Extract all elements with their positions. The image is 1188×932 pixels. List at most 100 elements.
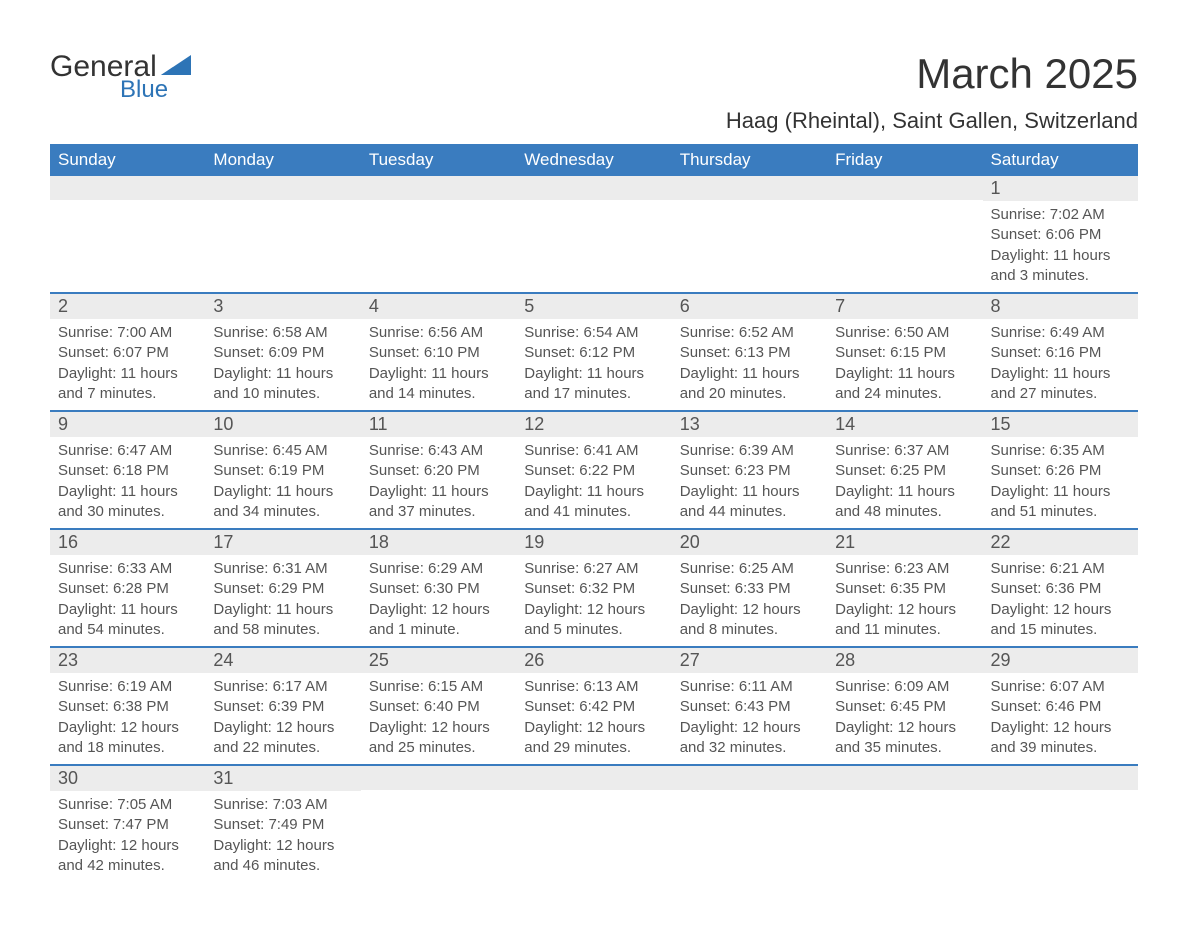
day-cell-top — [516, 765, 671, 882]
weekday-header-row: SundayMondayTuesdayWednesdayThursdayFrid… — [50, 144, 1138, 176]
day-cell-top: 26Sunrise: 6:13 AMSunset: 6:42 PMDayligh… — [516, 647, 671, 765]
weekday-header: Saturday — [983, 144, 1138, 176]
day-number: 13 — [672, 412, 827, 437]
day-data: Sunrise: 6:07 AMSunset: 6:46 PMDaylight:… — [983, 673, 1138, 764]
day-data — [361, 790, 516, 800]
day-cell-top: 4Sunrise: 6:56 AMSunset: 6:10 PMDaylight… — [361, 293, 516, 411]
day-cell-top: 5Sunrise: 6:54 AMSunset: 6:12 PMDaylight… — [516, 293, 671, 411]
day-data — [827, 790, 982, 800]
day-data: Sunrise: 6:49 AMSunset: 6:16 PMDaylight:… — [983, 319, 1138, 410]
day-cell-top — [50, 176, 205, 293]
daynum-row: 16Sunrise: 6:33 AMSunset: 6:28 PMDayligh… — [50, 529, 1138, 647]
day-number: 17 — [205, 530, 360, 555]
empty-day — [672, 766, 827, 790]
day-data: Sunrise: 6:19 AMSunset: 6:38 PMDaylight:… — [50, 673, 205, 764]
page-header: General Blue March 2025 Haag (Rheintal),… — [50, 50, 1138, 134]
day-number: 16 — [50, 530, 205, 555]
day-data: Sunrise: 6:43 AMSunset: 6:20 PMDaylight:… — [361, 437, 516, 528]
day-number: 12 — [516, 412, 671, 437]
day-number: 31 — [205, 766, 360, 791]
logo: General Blue — [50, 50, 191, 104]
day-number: 8 — [983, 294, 1138, 319]
day-cell-top — [361, 765, 516, 882]
day-data: Sunrise: 6:39 AMSunset: 6:23 PMDaylight:… — [672, 437, 827, 528]
day-data: Sunrise: 7:03 AMSunset: 7:49 PMDaylight:… — [205, 791, 360, 882]
day-number: 18 — [361, 530, 516, 555]
location-subtitle: Haag (Rheintal), Saint Gallen, Switzerla… — [726, 108, 1138, 134]
day-data: Sunrise: 6:29 AMSunset: 6:30 PMDaylight:… — [361, 555, 516, 646]
month-title: March 2025 — [726, 50, 1138, 98]
day-cell-top: 15Sunrise: 6:35 AMSunset: 6:26 PMDayligh… — [983, 411, 1138, 529]
day-cell-top — [361, 176, 516, 293]
empty-day — [205, 176, 360, 200]
day-data: Sunrise: 6:52 AMSunset: 6:13 PMDaylight:… — [672, 319, 827, 410]
day-data: Sunrise: 6:58 AMSunset: 6:09 PMDaylight:… — [205, 319, 360, 410]
day-data: Sunrise: 6:27 AMSunset: 6:32 PMDaylight:… — [516, 555, 671, 646]
day-cell-top: 2Sunrise: 7:00 AMSunset: 6:07 PMDaylight… — [50, 293, 205, 411]
day-data — [827, 200, 982, 210]
day-data: Sunrise: 7:00 AMSunset: 6:07 PMDaylight:… — [50, 319, 205, 410]
day-cell-top: 11Sunrise: 6:43 AMSunset: 6:20 PMDayligh… — [361, 411, 516, 529]
calendar-table: SundayMondayTuesdayWednesdayThursdayFrid… — [50, 144, 1138, 882]
day-number: 30 — [50, 766, 205, 791]
day-cell-top: 30Sunrise: 7:05 AMSunset: 7:47 PMDayligh… — [50, 765, 205, 882]
day-cell-top: 1Sunrise: 7:02 AMSunset: 6:06 PMDaylight… — [983, 176, 1138, 293]
empty-day — [827, 176, 982, 200]
day-data: Sunrise: 6:25 AMSunset: 6:33 PMDaylight:… — [672, 555, 827, 646]
day-cell-top — [516, 176, 671, 293]
day-data: Sunrise: 6:13 AMSunset: 6:42 PMDaylight:… — [516, 673, 671, 764]
day-cell-top: 25Sunrise: 6:15 AMSunset: 6:40 PMDayligh… — [361, 647, 516, 765]
day-number: 25 — [361, 648, 516, 673]
day-data — [516, 790, 671, 800]
day-number: 6 — [672, 294, 827, 319]
day-cell-top: 23Sunrise: 6:19 AMSunset: 6:38 PMDayligh… — [50, 647, 205, 765]
day-number: 27 — [672, 648, 827, 673]
daynum-row: 30Sunrise: 7:05 AMSunset: 7:47 PMDayligh… — [50, 765, 1138, 882]
empty-day — [361, 176, 516, 200]
day-number: 21 — [827, 530, 982, 555]
day-cell-top: 12Sunrise: 6:41 AMSunset: 6:22 PMDayligh… — [516, 411, 671, 529]
day-cell-top — [827, 176, 982, 293]
day-number: 11 — [361, 412, 516, 437]
day-cell-top: 3Sunrise: 6:58 AMSunset: 6:09 PMDaylight… — [205, 293, 360, 411]
weekday-header: Thursday — [672, 144, 827, 176]
day-cell-top: 6Sunrise: 6:52 AMSunset: 6:13 PMDaylight… — [672, 293, 827, 411]
day-data — [361, 200, 516, 210]
day-cell-top: 10Sunrise: 6:45 AMSunset: 6:19 PMDayligh… — [205, 411, 360, 529]
daynum-row: 1Sunrise: 7:02 AMSunset: 6:06 PMDaylight… — [50, 176, 1138, 293]
day-data: Sunrise: 6:41 AMSunset: 6:22 PMDaylight:… — [516, 437, 671, 528]
day-cell-top: 21Sunrise: 6:23 AMSunset: 6:35 PMDayligh… — [827, 529, 982, 647]
day-number: 29 — [983, 648, 1138, 673]
day-data: Sunrise: 6:56 AMSunset: 6:10 PMDaylight:… — [361, 319, 516, 410]
day-data: Sunrise: 6:31 AMSunset: 6:29 PMDaylight:… — [205, 555, 360, 646]
day-data: Sunrise: 6:17 AMSunset: 6:39 PMDaylight:… — [205, 673, 360, 764]
day-number: 1 — [983, 176, 1138, 201]
day-cell-top: 7Sunrise: 6:50 AMSunset: 6:15 PMDaylight… — [827, 293, 982, 411]
day-cell-top: 20Sunrise: 6:25 AMSunset: 6:33 PMDayligh… — [672, 529, 827, 647]
day-data: Sunrise: 6:11 AMSunset: 6:43 PMDaylight:… — [672, 673, 827, 764]
day-data — [50, 200, 205, 210]
day-data: Sunrise: 6:45 AMSunset: 6:19 PMDaylight:… — [205, 437, 360, 528]
day-cell-top: 31Sunrise: 7:03 AMSunset: 7:49 PMDayligh… — [205, 765, 360, 882]
day-number: 26 — [516, 648, 671, 673]
day-data: Sunrise: 6:21 AMSunset: 6:36 PMDaylight:… — [983, 555, 1138, 646]
weekday-header: Tuesday — [361, 144, 516, 176]
day-data: Sunrise: 6:33 AMSunset: 6:28 PMDaylight:… — [50, 555, 205, 646]
day-cell-top — [205, 176, 360, 293]
day-cell-top — [672, 176, 827, 293]
weekday-header: Friday — [827, 144, 982, 176]
empty-day — [983, 766, 1138, 790]
day-data: Sunrise: 7:05 AMSunset: 7:47 PMDaylight:… — [50, 791, 205, 882]
titles: March 2025 Haag (Rheintal), Saint Gallen… — [726, 50, 1138, 134]
day-cell-top: 8Sunrise: 6:49 AMSunset: 6:16 PMDaylight… — [983, 293, 1138, 411]
day-cell-top: 29Sunrise: 6:07 AMSunset: 6:46 PMDayligh… — [983, 647, 1138, 765]
day-number: 7 — [827, 294, 982, 319]
day-number: 4 — [361, 294, 516, 319]
day-data — [672, 790, 827, 800]
day-cell-top: 13Sunrise: 6:39 AMSunset: 6:23 PMDayligh… — [672, 411, 827, 529]
day-number: 10 — [205, 412, 360, 437]
day-number: 9 — [50, 412, 205, 437]
day-cell-top: 9Sunrise: 6:47 AMSunset: 6:18 PMDaylight… — [50, 411, 205, 529]
day-number: 22 — [983, 530, 1138, 555]
day-data — [205, 200, 360, 210]
